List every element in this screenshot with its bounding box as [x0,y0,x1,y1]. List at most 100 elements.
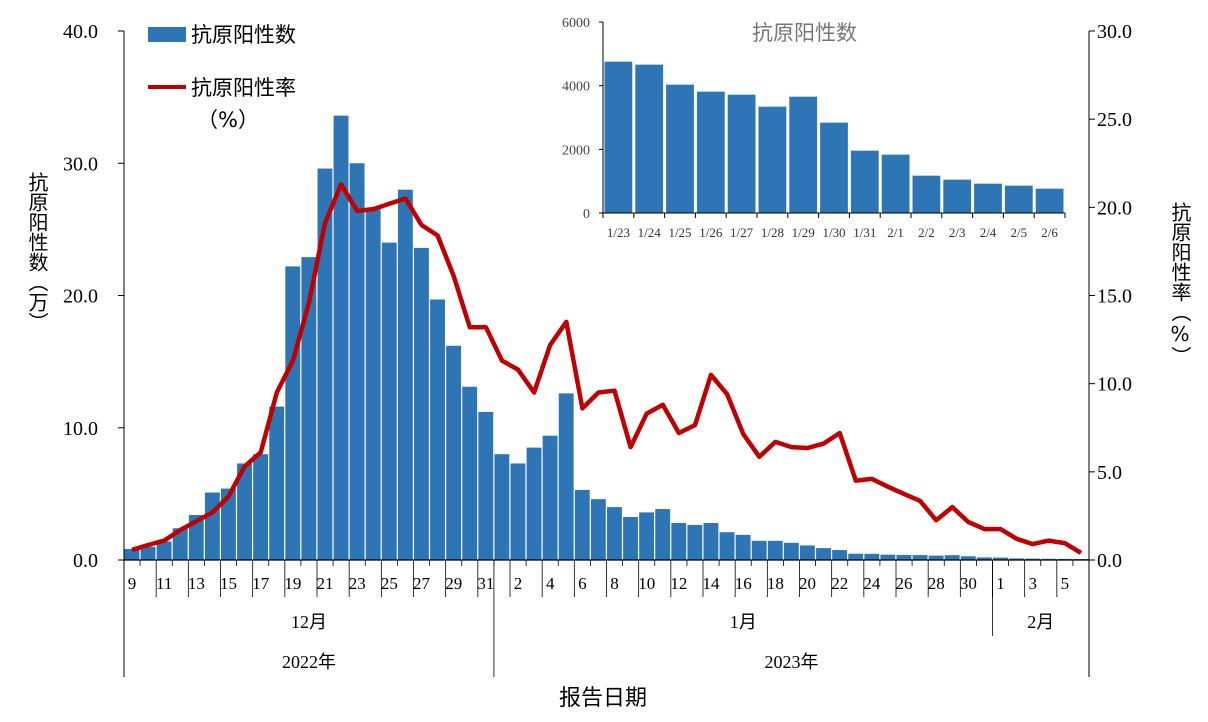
x-tick-label: 5 [1061,574,1070,593]
y-tick-label-right: 10.0 [1097,374,1132,396]
y-tick-label-left: 30.0 [63,153,98,175]
inset-x-tick-label: 1/31 [853,225,876,240]
bar-count [880,554,896,560]
bar-count [1041,558,1057,560]
bar-count [381,242,397,560]
inset-x-tick-label: 1/23 [607,225,630,240]
bar-count [783,542,799,560]
x-tick-label: 26 [896,574,913,593]
bar-count [317,168,333,561]
bar-count [333,115,349,560]
month-label: 2月 [1027,612,1054,632]
y-tick-label-right: 15.0 [1097,286,1132,308]
x-tick-label: 18 [767,574,784,593]
bar-count [767,540,783,560]
x-tick-label: 29 [445,574,462,593]
bar-count [816,548,831,560]
bar-count [639,512,655,560]
y-axis-left-title: 抗原阳性数（万） [25,172,49,332]
bar-count [719,532,735,560]
inset-bar [850,150,879,213]
bar-count [590,499,606,560]
inset-x-tick-label: 2/5 [1010,225,1027,240]
bar-count [124,549,140,560]
bar-count [301,257,317,560]
bar-count [671,522,687,560]
x-tick-label: 25 [381,574,398,593]
month-label: 1月 [730,612,757,632]
bar-count [269,406,285,560]
x-tick-label: 22 [831,574,848,593]
inset-bar [666,84,694,213]
bar-count [188,515,204,560]
y-axis-right-title: 抗原阳性率（%） [1168,202,1192,366]
x-tick-label: 31 [477,574,494,593]
y-tick-label-right: 5.0 [1097,462,1122,484]
bar-count [1025,558,1041,560]
y-tick-label-right: 20.0 [1097,197,1132,219]
bar-count [285,266,301,560]
bar-count [912,555,928,560]
bar-count [172,528,188,560]
y-tick-label-right: 0.0 [1097,550,1122,572]
month-label: 12月 [291,612,327,632]
inset-x-tick-label: 1/28 [761,225,784,240]
bar-count [237,463,252,560]
bar-count [928,555,944,560]
x-tick-label: 17 [252,574,270,593]
x-tick-label: 14 [703,574,721,593]
bar-count [446,345,462,560]
legend-label-rate-unit: （%） [197,108,259,132]
y-tick-label-left: 0.0 [73,550,98,572]
y-tick-label-left: 20.0 [63,286,98,308]
bar-count [397,189,413,560]
inset-bar [789,96,818,213]
inset-y-tick-label: 4000 [562,80,590,95]
inset-x-tick-label: 2/6 [1041,225,1058,240]
bar-count [896,554,912,560]
bar-count [156,541,172,560]
bar-count [478,411,494,560]
inset-bar [727,94,756,213]
inset-x-tick-label: 2/4 [980,225,997,240]
bar-count [510,463,526,560]
bar-count [976,557,992,560]
inset-x-tick-label: 1/27 [730,225,754,240]
x-tick-label: 28 [928,574,945,593]
inset-bar [1004,185,1033,213]
year-label: 2022年 [282,652,336,672]
x-tick-label: 15 [220,574,237,593]
x-tick-label: 16 [735,574,752,593]
bar-count [462,386,478,560]
bar-count [349,163,365,560]
legend-label-rate: 抗原阳性率 [191,76,296,100]
x-tick-label: 30 [960,574,977,593]
line-rate [131,182,1083,555]
x-tick-label: 2 [514,574,523,593]
legend-label-count: 抗原阳性数 [191,23,296,47]
bar-count [365,209,381,560]
inset-bar [820,122,848,213]
x-tick-label: 27 [413,574,431,593]
inset-x-tick-label: 2/2 [918,225,935,240]
y-tick-label-right: 30.0 [1097,21,1132,43]
inset-x-tick-label: 2/1 [887,225,904,240]
inset-bar [1035,188,1064,213]
inset-bar [943,179,972,213]
inset-x-tick-label: 1/24 [638,225,662,240]
bar-count [993,557,1008,560]
bar-count [204,492,220,560]
bar-count [221,488,236,560]
inset-x-tick-label: 1/30 [822,225,845,240]
x-tick-label: 1 [996,574,1005,593]
bar-count [414,247,429,560]
x-tick-label: 20 [799,574,816,593]
x-tick-label: 10 [638,574,655,593]
x-tick-label: 19 [284,574,301,593]
inset-y-tick-label: 6000 [562,16,590,31]
legend-swatch-count [148,27,186,42]
bar-count [960,556,976,560]
inset-y-tick-label: 2000 [562,143,590,158]
bar-count [494,454,510,560]
inset-x-tick-label: 1/29 [792,225,815,240]
